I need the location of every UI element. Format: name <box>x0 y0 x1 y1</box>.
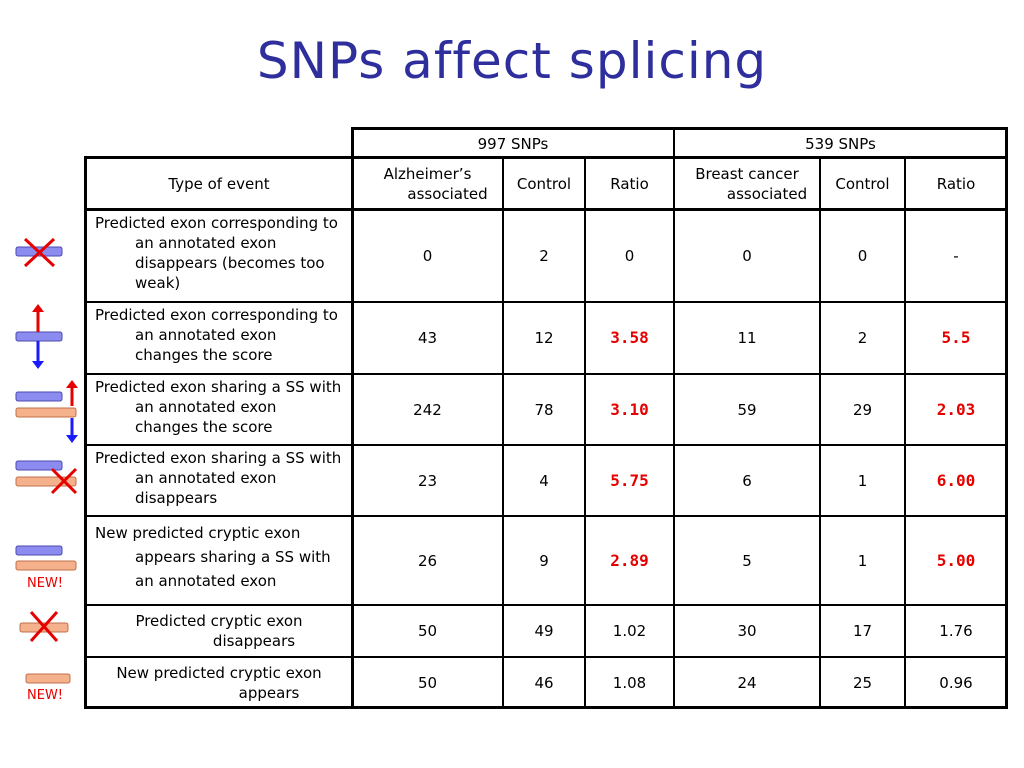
new-cryptic-exon-icon <box>25 673 71 684</box>
new-cryptic-shared-ss-icon <box>15 545 77 571</box>
table-row-7-breast: 24 <box>737 673 757 692</box>
table-row-5-alz: 26 <box>417 551 438 570</box>
table-row-6-control1: 49 <box>534 622 554 640</box>
table-row-6-ratio1: 1.02 <box>612 622 647 640</box>
header-alzheimers-associated: Alzheimer’s associated <box>383 165 488 203</box>
header-breast-cancer-associated: Breast cancer associated <box>695 165 808 203</box>
table-row-2-alz: 43 <box>417 329 438 347</box>
slide-title: SNPs affect splicing <box>256 32 768 90</box>
table-row-3-control2: 29 <box>852 400 873 419</box>
table-row-3-breast: 59 <box>737 400 757 419</box>
table-row-4-event: Predicted exon sharing a SS with an anno… <box>95 449 342 507</box>
new-label: NEW! <box>27 576 64 591</box>
table-border <box>904 156 906 709</box>
header-ratio-1: Ratio <box>610 175 649 193</box>
table-row-3-alz: 242 <box>413 400 442 419</box>
table-row-1-alz: 0 <box>422 247 433 265</box>
table-border <box>84 373 1008 375</box>
table-row-5-ratio1: 2.89 <box>610 550 649 570</box>
table-border <box>84 515 1008 517</box>
table-row-4-alz: 23 <box>417 471 438 490</box>
table-row-1-control1: 2 <box>539 247 549 265</box>
table-border <box>819 156 821 709</box>
table-border <box>84 208 1008 211</box>
table-row-5-control2: 1 <box>857 551 868 570</box>
table-row-5-breast: 5 <box>742 551 752 570</box>
table-row-3-control1: 78 <box>534 400 554 419</box>
table-row-1-breast: 0 <box>742 247 752 265</box>
table-row-6-event: Predicted cryptic exon disappears <box>135 612 303 650</box>
table-border <box>84 444 1008 446</box>
table-row-7-control2: 25 <box>852 673 873 692</box>
group-header-997: 997 SNPs <box>477 134 549 153</box>
table-row-3-ratio2: 2.03 <box>936 399 976 419</box>
table-row-7-ratio1: 1.08 <box>612 673 647 692</box>
new-label: NEW! <box>27 688 64 703</box>
table-row-1-ratio2: - <box>953 247 959 265</box>
group-header-539: 539 SNPs <box>805 134 876 153</box>
table-row-7-control1: 46 <box>534 673 554 692</box>
cryptic-exon-disappears-icon <box>19 610 69 643</box>
table-row-2-control2: 2 <box>857 329 868 347</box>
table-border <box>1005 127 1008 709</box>
table-row-6-breast: 30 <box>737 622 757 640</box>
exon-score-change-icon <box>15 304 63 369</box>
table-row-2-ratio2: 5.5 <box>941 328 971 347</box>
table-row-4-control1: 4 <box>539 471 549 490</box>
table-row-6-control2: 17 <box>852 622 873 640</box>
table-border <box>84 604 1008 606</box>
header-control-2: Control <box>835 175 890 193</box>
table-row-5-event: New predicted cryptic exon appears shari… <box>95 524 331 590</box>
shared-ss-score-change-icon <box>15 380 78 443</box>
table-border <box>351 127 1008 130</box>
table-border <box>673 127 675 709</box>
table-row-5-control1: 9 <box>539 551 549 570</box>
table-row-4-ratio1: 5.75 <box>610 470 649 490</box>
table-row-4-control2: 1 <box>857 471 868 490</box>
table-row-1-event: Predicted exon corresponding to an annot… <box>95 214 338 292</box>
table-row-4-breast: 6 <box>742 471 752 490</box>
table-row-7-event: New predicted cryptic exon appears <box>116 663 322 702</box>
header-control-1: Control <box>516 175 572 193</box>
header-ratio-2: Ratio <box>936 175 976 193</box>
table-row-5-ratio2: 5.00 <box>936 550 976 570</box>
table-border <box>351 127 354 709</box>
table-row-4-ratio2: 6.00 <box>936 470 976 490</box>
table-row-3-ratio1: 3.10 <box>610 399 649 419</box>
table-row-7-alz: 50 <box>417 673 438 692</box>
table-border <box>584 156 586 709</box>
table-row-2-event: Predicted exon corresponding to an annot… <box>95 306 338 364</box>
exon-disappears-icon <box>15 237 63 268</box>
table-row-2-ratio1: 3.58 <box>610 328 649 347</box>
table-row-7-ratio2: 0.96 <box>939 673 973 692</box>
table-row-6-ratio2: 1.76 <box>939 622 973 640</box>
table-border <box>84 301 1008 303</box>
table-row-1-ratio1: 0 <box>624 247 635 265</box>
table-border <box>84 156 87 709</box>
table-row-2-breast: 11 <box>737 329 757 347</box>
table-border <box>84 706 1008 709</box>
table-row-2-control1: 12 <box>534 329 554 347</box>
header-type-of-event: Type of event <box>168 175 270 193</box>
shared-ss-disappears-icon <box>15 460 78 495</box>
table-row-3-event: Predicted exon sharing a SS with an anno… <box>95 378 342 436</box>
table-border <box>84 656 1008 658</box>
table-row-1-control2: 0 <box>857 247 868 265</box>
table-border <box>502 156 504 709</box>
table-border <box>84 156 1008 159</box>
table-row-6-alz: 50 <box>417 622 438 640</box>
